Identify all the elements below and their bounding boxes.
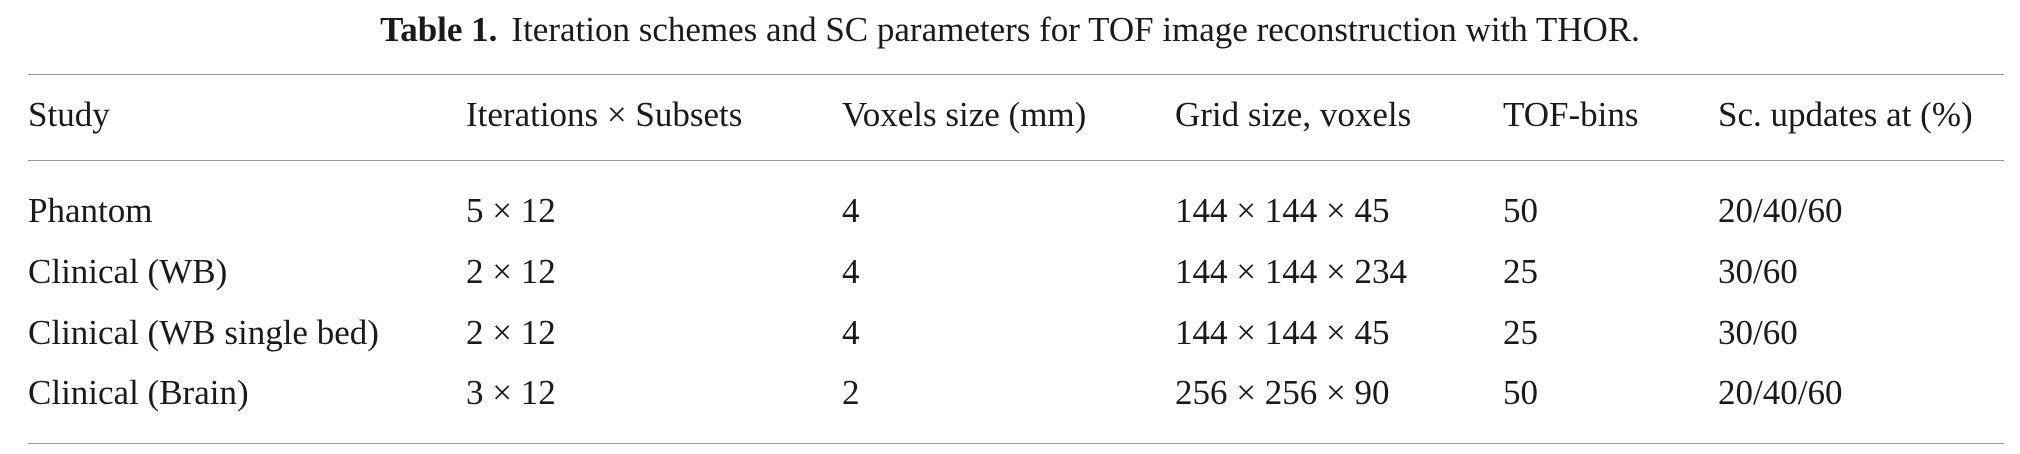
cell-study: Clinical (WB) — [28, 252, 228, 291]
cell-grid-size: 144 × 144 × 234 — [1175, 252, 1407, 291]
cell-study: Clinical (Brain) — [28, 373, 249, 412]
cell-grid-size: 144 × 144 × 45 — [1175, 313, 1390, 352]
cell-tof-bins: 50 — [1503, 191, 1538, 230]
header-rule — [28, 160, 2004, 161]
cell-voxel-size: 4 — [842, 191, 860, 230]
cell-sc-updates: 30/60 — [1718, 252, 1798, 291]
cell-sc-updates: 20/40/60 — [1718, 373, 1843, 412]
header-voxel-size: Voxels size (mm) — [842, 95, 1087, 134]
cell-iterations-subsets: 3 × 12 — [466, 373, 556, 412]
cell-sc-updates: 30/60 — [1718, 313, 1798, 352]
table-header-row: Study Iterations × Subsets Voxels size (… — [0, 93, 2020, 137]
cell-iterations-subsets: 2 × 12 — [466, 252, 556, 291]
table-row: Phantom 5 × 12 4 144 × 144 × 45 50 20/40… — [0, 189, 2020, 233]
cell-study: Clinical (WB single bed) — [28, 313, 379, 352]
cell-tof-bins: 25 — [1503, 252, 1538, 291]
cell-iterations-subsets: 2 × 12 — [466, 313, 556, 352]
cell-sc-updates: 20/40/60 — [1718, 191, 1843, 230]
table-caption: Table 1. Iteration schemes and SC paramet… — [0, 8, 2020, 52]
table-caption-text: Iteration schemes and SC parameters for … — [511, 10, 1640, 49]
cell-grid-size: 144 × 144 × 45 — [1175, 191, 1390, 230]
table-label: Table 1. — [380, 10, 498, 49]
cell-iterations-subsets: 5 × 12 — [466, 191, 556, 230]
table-row: Clinical (WB) 2 × 12 4 144 × 144 × 234 2… — [0, 250, 2020, 294]
header-grid-size: Grid size, voxels — [1175, 95, 1412, 134]
header-study: Study — [28, 95, 110, 134]
cell-tof-bins: 25 — [1503, 313, 1538, 352]
table-row: Clinical (WB single bed) 2 × 12 4 144 × … — [0, 311, 2020, 355]
cell-tof-bins: 50 — [1503, 373, 1538, 412]
cell-voxel-size: 4 — [842, 252, 860, 291]
top-rule — [28, 74, 2004, 75]
header-iterations-subsets: Iterations × Subsets — [466, 95, 743, 134]
header-tof-bins: TOF-bins — [1503, 95, 1639, 134]
bottom-rule — [28, 443, 2004, 444]
table-row: Clinical (Brain) 3 × 12 2 256 × 256 × 90… — [0, 371, 2020, 415]
cell-grid-size: 256 × 256 × 90 — [1175, 373, 1390, 412]
cell-voxel-size: 2 — [842, 373, 860, 412]
cell-study: Phantom — [28, 191, 153, 230]
header-sc-updates: Sc. updates at (%) — [1718, 95, 1973, 134]
cell-voxel-size: 4 — [842, 313, 860, 352]
